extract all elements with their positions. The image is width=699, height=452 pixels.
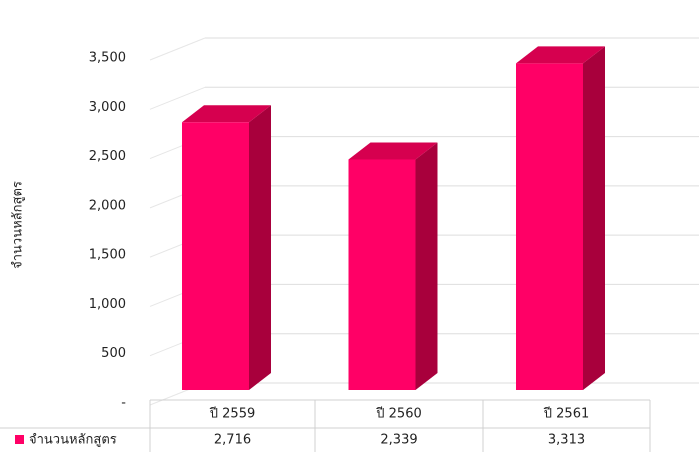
y-tick-label: 3,500: [89, 51, 126, 66]
bar-top: [516, 46, 605, 64]
x-tick-label: ปี 2560: [375, 406, 421, 422]
y-tick-label: 500: [101, 346, 126, 361]
table-value: 2,716: [214, 433, 251, 448]
table-value: 2,339: [380, 433, 417, 448]
bar-side: [583, 46, 605, 390]
y-tick-label: 3,000: [89, 100, 126, 115]
bar: [348, 159, 416, 390]
grid-line-side: [149, 86, 206, 110]
y-tick-label: 2,000: [89, 198, 126, 213]
y-tick-label: -: [121, 396, 126, 411]
y-axis-title: จำนวนหลักสูตร: [11, 181, 26, 269]
bar-side: [415, 142, 438, 390]
y-tick-label: 1,500: [89, 248, 126, 263]
grid-line-side: [149, 37, 206, 61]
x-tick-label: ปี 2559: [209, 406, 255, 422]
bar: [516, 63, 583, 390]
legend-key: [15, 435, 24, 444]
bar-top: [182, 105, 271, 123]
bar: [182, 122, 249, 390]
bar-top: [348, 142, 438, 160]
bar-side: [249, 105, 271, 390]
legend-label: จำนวนหลักสูตร: [29, 433, 117, 448]
y-tick-label: 1,000: [89, 297, 126, 312]
x-tick-label: ปี 2561: [543, 406, 589, 422]
table-value: 3,313: [548, 433, 585, 448]
y-tick-label: 2,500: [89, 149, 126, 164]
